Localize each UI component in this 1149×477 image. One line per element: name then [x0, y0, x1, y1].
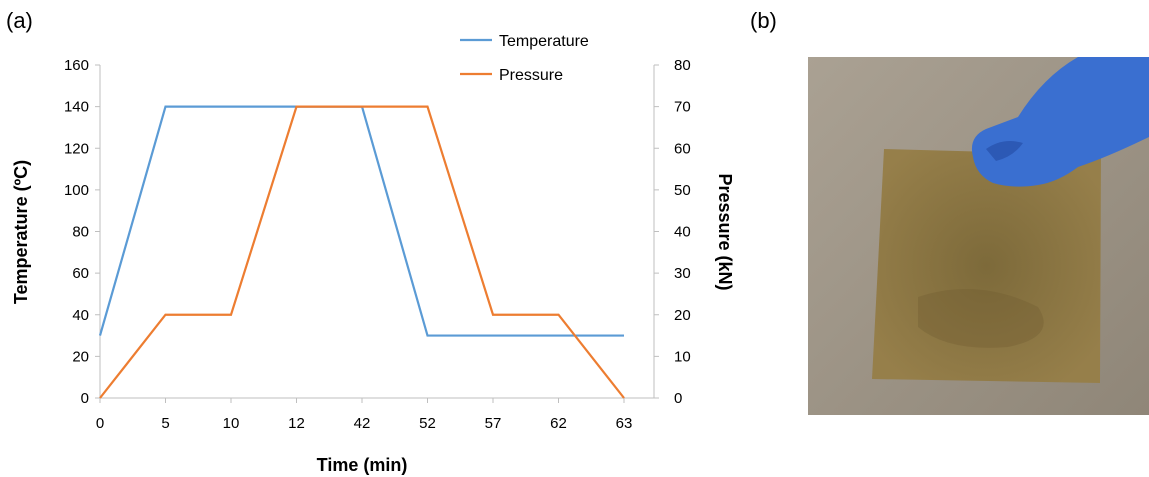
sample-photo [808, 57, 1149, 415]
x-tick-label: 5 [161, 415, 169, 432]
panel-label-b: (b) [750, 8, 777, 33]
y-tick-label: 120 [64, 140, 89, 157]
y2-tick-label: 10 [674, 348, 691, 365]
legend-label-pressure: Pressure [499, 67, 563, 84]
y-tick-label: 0 [81, 390, 89, 407]
x-tick-label: 62 [550, 415, 567, 432]
y2-tick-label: 0 [674, 390, 682, 407]
y2-tick-label: 30 [674, 265, 691, 282]
y2-tick-label: 50 [674, 182, 691, 199]
y-tick-label: 40 [72, 307, 89, 324]
y2-tick-label: 80 [674, 57, 691, 74]
panel-label-a: (a) [6, 8, 33, 33]
x-tick-label: 42 [354, 415, 371, 432]
y-axis-title: Temperature (ºC) [11, 160, 31, 304]
film-sheet [872, 149, 1101, 383]
x-tick-label: 0 [96, 415, 104, 432]
y-tick-label: 100 [64, 182, 89, 199]
series-line-pressure [99, 105, 625, 399]
line-chart: 0 20 40 60 80 100 120 140 160 0 10 20 30 40 50 60 70 80 0 5… [11, 33, 735, 475]
film-sheet-shading [918, 289, 1044, 348]
y2-axis-title: Pressure (kN) [715, 173, 735, 290]
glove-finger-shadow [986, 141, 1023, 161]
y2-tick-label: 70 [674, 99, 691, 116]
x-tick-label: 10 [223, 415, 240, 432]
chart-legend: Temperature Pressure [460, 33, 589, 84]
blue-glove [971, 57, 1149, 187]
x-axis-title: Time (min) [317, 455, 408, 475]
chart-axes [95, 64, 659, 403]
series-line-temperature [98, 105, 624, 337]
y2-tick-label: 60 [674, 140, 691, 157]
y-tick-label: 20 [72, 348, 89, 365]
legend-label-temperature: Temperature [499, 33, 589, 50]
chart-tick-labels: 0 20 40 60 80 100 120 140 160 0 10 20 30 40 50 60 70 80 0 5… [64, 57, 691, 432]
y-tick-label: 140 [64, 99, 89, 116]
y2-tick-label: 20 [674, 307, 691, 324]
x-tick-label: 63 [616, 415, 633, 432]
x-tick-label: 12 [288, 415, 305, 432]
y-tick-label: 80 [72, 224, 89, 241]
y2-tick-label: 40 [674, 224, 691, 241]
y-tick-label: 160 [64, 57, 89, 74]
x-tick-label: 57 [485, 415, 502, 432]
x-tick-label: 52 [419, 415, 436, 432]
chart-series [98, 105, 625, 399]
y-tick-label: 60 [72, 265, 89, 282]
